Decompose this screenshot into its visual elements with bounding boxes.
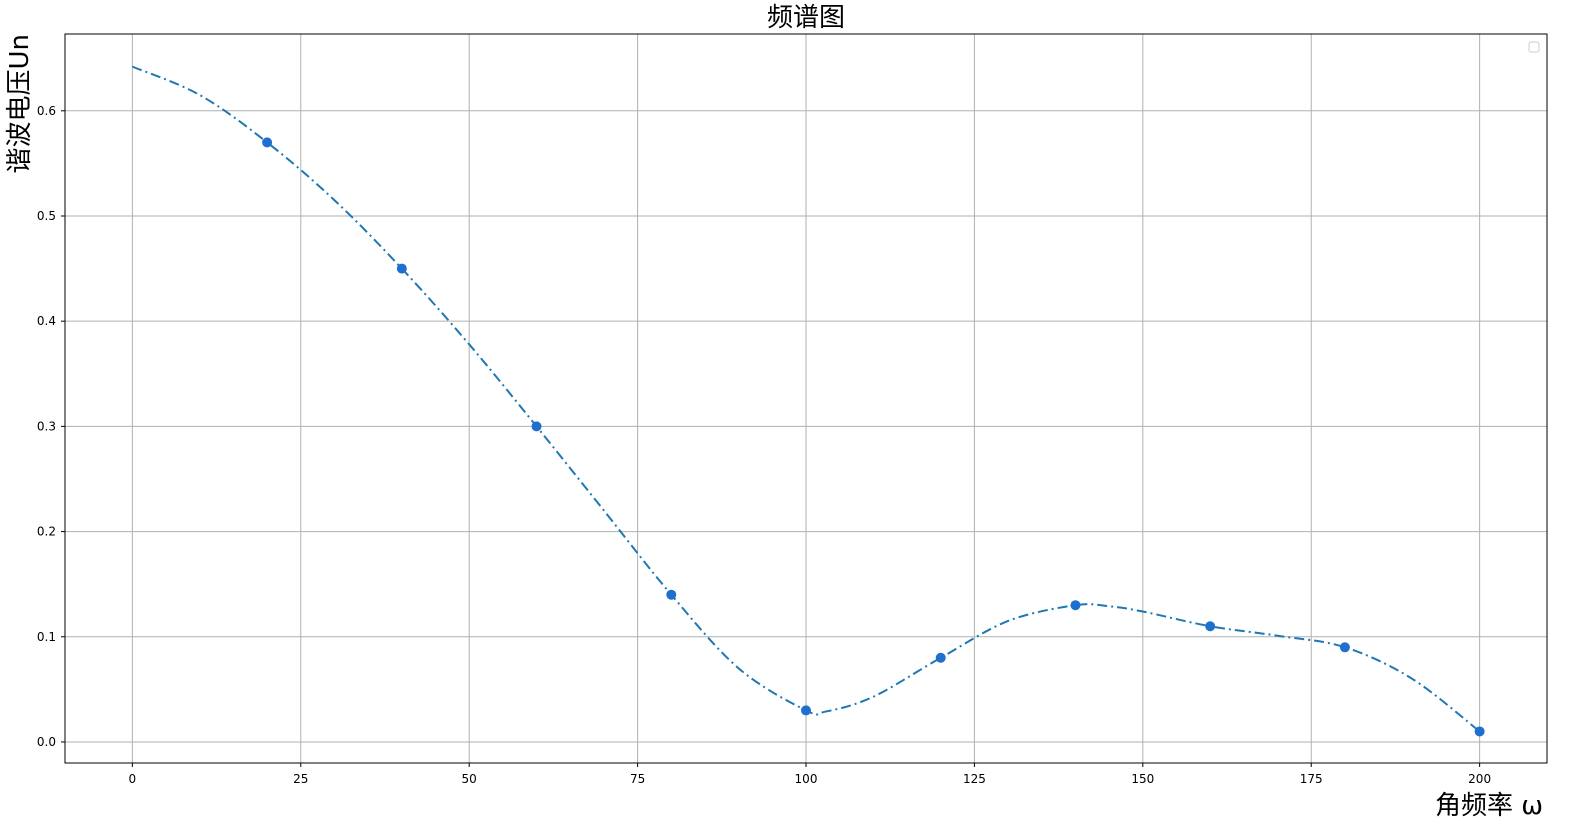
- data-point: [262, 137, 273, 148]
- x-tick-label: 150: [1131, 772, 1154, 786]
- x-tick-label: 175: [1300, 772, 1323, 786]
- y-tick-label: 0.6: [37, 104, 56, 118]
- data-point: [801, 705, 811, 716]
- data-point: [1070, 600, 1081, 611]
- data-point: [1205, 621, 1216, 632]
- x-tick-label: 100: [795, 772, 818, 786]
- legend-box: [1528, 41, 1540, 53]
- chart-title: 频谱图: [767, 3, 845, 33]
- x-axis-label: 角频率 ω: [1435, 791, 1543, 821]
- series-point-layer: [262, 137, 1485, 737]
- data-point: [1339, 642, 1350, 653]
- x-tick-label: 125: [963, 772, 986, 786]
- y-tick-label: 0.2: [37, 525, 56, 539]
- x-tick-label: 50: [462, 772, 477, 786]
- y-tick-label: 0.1: [37, 630, 56, 644]
- tick-layer: 0 25 50 75 100 125 150 175 200 0.0 0.1 0.2 0.3 0.4 0.5…: [37, 104, 1491, 786]
- data-point: [666, 589, 677, 600]
- data-point: [531, 421, 542, 432]
- grid: [65, 34, 1547, 763]
- data-point: [935, 652, 946, 663]
- y-tick-label: 0.5: [37, 209, 56, 223]
- y-axis-label: 谐波电压Un: [5, 34, 35, 174]
- x-tick-label: 0: [129, 772, 137, 786]
- y-tick-label: 0.0: [37, 735, 56, 749]
- x-tick-label: 200: [1468, 772, 1491, 786]
- x-tick-label: 75: [630, 772, 645, 786]
- series-line-layer: [131, 65, 1481, 733]
- series-line: [131, 65, 1481, 733]
- data-point: [1474, 726, 1485, 737]
- y-tick-label: 0.4: [37, 314, 56, 328]
- data-point: [396, 263, 407, 274]
- x-tick-label: 25: [293, 772, 308, 786]
- y-tick-label: 0.3: [37, 419, 56, 433]
